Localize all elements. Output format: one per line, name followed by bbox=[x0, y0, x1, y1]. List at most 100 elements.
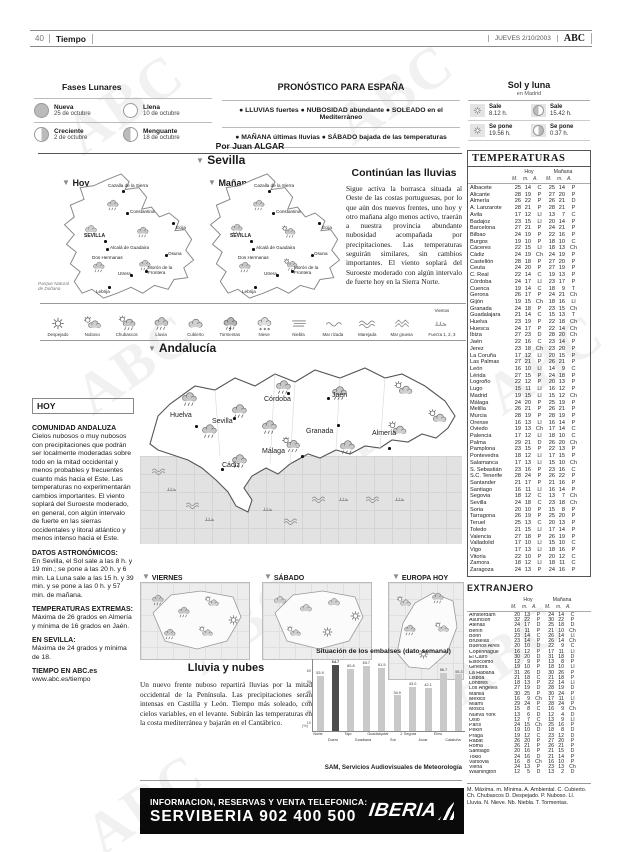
table-row: Cádiz 24 19 Ch 24 19 P bbox=[470, 252, 576, 259]
x-tick-label: Guadalquivir bbox=[367, 732, 389, 736]
city-label: Écija bbox=[176, 225, 186, 230]
table-row: Burgos 19 10 P 18 10 C bbox=[470, 238, 576, 245]
city-label: Dos Hermanas bbox=[92, 255, 123, 260]
sabado-map bbox=[262, 582, 372, 660]
extranjero-table: Amsterdam 20 13 P 24 14 C Asunción 32 22 P 30 2… bbox=[467, 612, 591, 778]
table-row: Almería 26 22 P 26 21 D bbox=[470, 198, 576, 205]
legend-vientos: Vientos Fuerza 1, 2, 3 bbox=[420, 308, 464, 337]
masthead: ABC bbox=[558, 33, 592, 44]
table-row: Tokio 24 16 D 21 14 P bbox=[469, 753, 575, 760]
sun-moon-title: Sol y luna bbox=[507, 80, 551, 90]
table-row: Valladolid 17 10 Ll 15 10 C bbox=[470, 540, 576, 547]
section-title: Tiempo bbox=[50, 33, 93, 44]
legend-cubierto: Cubierto bbox=[179, 315, 211, 338]
table-row: Viena 24 13 P 23 13 Ch bbox=[469, 764, 576, 771]
temperaturas-cols: M. m. A. M. m. A. bbox=[468, 176, 590, 184]
table-row: Murcia 28 19 P 28 19 P bbox=[470, 412, 576, 419]
legend-tormentas: Tormentas bbox=[214, 315, 246, 338]
y-tick: 30 bbox=[306, 700, 311, 705]
phase-name: Llena bbox=[143, 104, 160, 111]
group-tomorrow: Mañana bbox=[552, 596, 572, 603]
hoy-section-heading: COMUNIDAD ANDALUZA bbox=[32, 425, 117, 432]
sabado-label: ▼ SÁBADO bbox=[264, 572, 305, 582]
y-tick: 50 bbox=[306, 679, 311, 684]
table-row: Bilbao 24 19 P 22 16 P bbox=[470, 231, 576, 238]
page-header: 40 Tiempo JUEVES 2/10/2003 ABC bbox=[30, 30, 592, 47]
table-row: Salamanca 17 13 Ll 15 10 Ch bbox=[470, 459, 578, 466]
table-row: Santiago 20 16 P 21 15 D bbox=[469, 748, 575, 755]
group-today: Hoy bbox=[524, 169, 534, 175]
x-tick-label: Júcar bbox=[418, 738, 428, 742]
tomorrow-map-label: ▼ Mañana bbox=[208, 178, 252, 188]
table-row: La Habana 31 26 D 30 26 P bbox=[469, 669, 575, 676]
table-row: Jaén 22 16 C 23 14 P bbox=[470, 339, 576, 346]
city-label: Granada bbox=[306, 428, 334, 435]
x-tick-label: Cataluña bbox=[445, 738, 461, 742]
triangle-icon: ▼ bbox=[196, 156, 204, 165]
table-row: Jerez 23 18 Ch 23 20 P bbox=[470, 345, 576, 352]
city-label: Utrera bbox=[118, 271, 131, 276]
table-row: C. Real 22 14 C 19 13 P bbox=[470, 272, 576, 279]
table-row: Oviedo 19 13 Ch 17 14 C bbox=[470, 426, 576, 433]
phase-date: 10 de octubre bbox=[143, 111, 180, 117]
table-row: Santander 21 17 P 21 16 P bbox=[470, 479, 576, 486]
lunar-phases: Fases Lunares Nueva 25 de octubre Llena … bbox=[34, 82, 212, 146]
table-row: Buenos Aires 20 10 D 22 9 C bbox=[469, 643, 575, 650]
hoy-section-body: www.abc.es/tiempo bbox=[32, 676, 91, 683]
y-tick: 20 bbox=[306, 710, 311, 715]
article-body: Sigue activa la borrasca situada al Oest… bbox=[346, 184, 462, 286]
andalucia-map: Huelva Sevilla Córdoba Jaén Granada Alme… bbox=[140, 356, 462, 562]
embalses-bar: 43.0 bbox=[408, 682, 418, 731]
table-row: Teruel 25 13 C 20 13 P bbox=[470, 520, 576, 527]
x-axis-labels: Norte Duero Tajo Guadiana Guadalquivir Sur J. … bbox=[312, 732, 465, 745]
table-row: Valencia 27 18 P 26 19 P bbox=[470, 533, 576, 540]
legend-nieve: Nieve bbox=[248, 315, 280, 338]
table-row: Ginebra 19 10 P 18 10 Ll bbox=[469, 664, 575, 671]
wind-icon bbox=[425, 315, 459, 332]
table-row: Copenhague 16 12 P 17 11 Ll bbox=[469, 648, 575, 655]
iberia-ad: INFORMACION, RESERVAS Y VENTA TELEFONICA… bbox=[140, 788, 464, 834]
table-row: Asunción 32 22 P 30 22 P bbox=[469, 617, 575, 624]
x-tick-label: Ebro bbox=[433, 732, 443, 736]
temperaturas-title: TEMPERATURAS bbox=[468, 151, 590, 167]
embalses-bar: 60.8 bbox=[346, 664, 356, 731]
full-moon-icon bbox=[123, 103, 138, 118]
phase-llena: Llena 10 de octubre bbox=[123, 98, 212, 122]
table-row: Gijón 19 15 Ch 18 16 Ll bbox=[470, 298, 576, 305]
table-row: El Cairo 30 20 D 31 18 D bbox=[469, 653, 575, 660]
table-row: Londres 18 13 P 22 14 Ll bbox=[469, 680, 575, 687]
moonrise-cell: Sale 15.42 h. bbox=[529, 101, 590, 121]
storm-icon bbox=[219, 315, 241, 332]
city-label: Morón de la Frontera bbox=[294, 265, 319, 275]
table-row: Varsovia 16 8 Ch 16 10 P bbox=[469, 758, 575, 765]
city-label: Córdoba bbox=[264, 396, 291, 403]
city-label: Almería bbox=[372, 430, 397, 437]
city-label: Huelva bbox=[170, 412, 192, 419]
sunset-cell: Se pone 19.56 h. bbox=[468, 121, 529, 141]
table-row: Los Ángeles 27 19 D 28 19 D bbox=[469, 685, 575, 692]
value: 15.42 h. bbox=[550, 110, 572, 117]
label: Sale bbox=[489, 104, 502, 111]
sun-icon bbox=[47, 315, 69, 332]
phase-date: 25 de octubre bbox=[54, 111, 91, 117]
unit-label: (%) bbox=[302, 724, 308, 728]
city-label: Alcalá de Guadaira bbox=[110, 245, 150, 250]
peninsula-article: Lluvia y nubes Un nuevo frente nuboso re… bbox=[140, 662, 312, 728]
table-row: Roma 26 21 P 26 21 P bbox=[469, 743, 575, 750]
city-label: Morón de la Frontera bbox=[148, 265, 173, 275]
europa-label: ▼ EUROPA HOY bbox=[392, 572, 449, 582]
y-tick: 10 bbox=[306, 720, 311, 725]
table-row: A. Lanzarote 28 21 P 28 21 P bbox=[470, 205, 576, 212]
table-row: París 24 15 Ch 25 16 P bbox=[469, 722, 575, 729]
temperaturas-groups: Hoy Mañana bbox=[468, 167, 590, 176]
x-tick-label: J. Segura bbox=[399, 732, 417, 736]
sevilla-section-title: ▼ Sevilla bbox=[196, 153, 245, 167]
sunrise-icon bbox=[470, 104, 485, 117]
phase-creciente: Creciente 2 de octubre bbox=[34, 122, 123, 146]
table-row: Pontevedra 18 12 Ll 17 15 P bbox=[470, 453, 576, 460]
city-label: Constantina bbox=[276, 209, 301, 214]
city-label: Alcalá de Guadaira bbox=[256, 245, 296, 250]
table-row: Atenas 24 17 D 25 18 D bbox=[469, 622, 575, 629]
viernes-label: ▼ VIERNES bbox=[142, 572, 183, 582]
table-row: Melilla 26 21 P 26 21 P bbox=[470, 406, 576, 413]
